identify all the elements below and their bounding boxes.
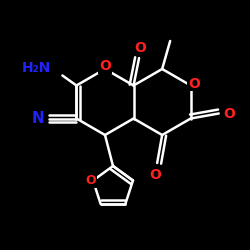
Text: H₂N: H₂N <box>22 60 52 74</box>
Text: O: O <box>149 168 161 182</box>
Text: O: O <box>86 174 96 187</box>
Text: O: O <box>188 76 200 90</box>
Text: O: O <box>223 106 235 120</box>
Text: N: N <box>32 111 45 126</box>
Text: O: O <box>134 41 146 55</box>
Text: O: O <box>99 59 111 73</box>
